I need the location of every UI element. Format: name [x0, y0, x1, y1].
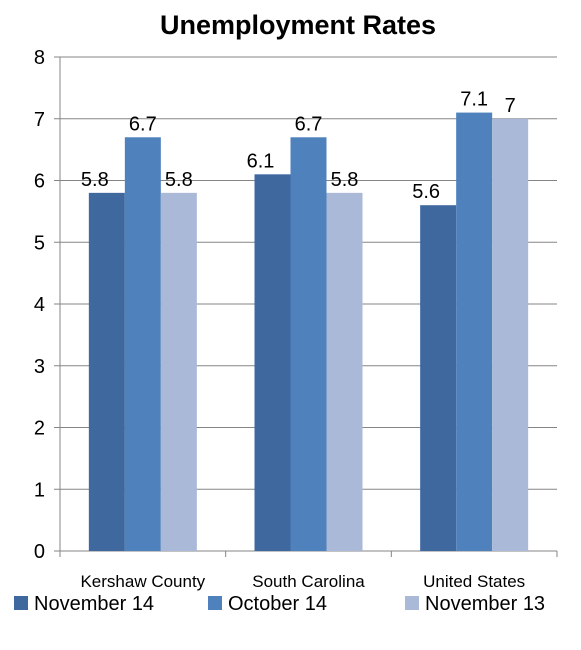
y-tick-label: 1: [34, 479, 45, 501]
y-tick-label: 0: [34, 541, 45, 563]
y-tick-label: 8: [34, 47, 45, 69]
data-label: 6.7: [129, 113, 157, 135]
bar: [160, 192, 197, 551]
data-labels: 5.8 6.7 5.8 6.1 6.7 5.8 5.6 7.1 7: [81, 89, 516, 204]
legend: November 14 October 14 November 13: [14, 593, 545, 615]
legend-swatch: [208, 596, 222, 610]
legend-label: November 14: [34, 593, 154, 615]
bar: [124, 137, 161, 551]
bar: [254, 174, 291, 551]
bar: [290, 137, 327, 551]
legend-label: October 14: [228, 593, 327, 615]
bars: [88, 112, 529, 551]
bar: [88, 192, 125, 551]
data-label: 5.8: [81, 169, 109, 191]
data-label: 7: [505, 95, 516, 117]
x-tick-label: United States: [423, 572, 525, 591]
y-tick-label: 4: [34, 294, 45, 316]
chart-title: Unemployment Rates: [160, 10, 436, 40]
data-label: 6.1: [247, 150, 275, 172]
legend-swatch: [405, 596, 419, 610]
bar: [420, 205, 457, 551]
data-label: 6.7: [295, 113, 323, 135]
data-label: 5.8: [165, 169, 193, 191]
y-tick-label: 2: [34, 418, 45, 440]
bar: [492, 118, 529, 551]
legend-label: November 13: [425, 593, 545, 615]
y-tick-label: 5: [34, 232, 45, 254]
x-tick-label: South Carolina: [252, 572, 365, 591]
y-tick-label: 3: [34, 356, 45, 378]
bar: [326, 192, 363, 551]
legend-swatch: [14, 596, 28, 610]
y-tick-label: 7: [34, 109, 45, 131]
data-label: 5.8: [331, 169, 359, 191]
x-tick-label: Kershaw County: [80, 572, 205, 591]
data-label: 7.1: [460, 89, 488, 111]
y-tick-label: 6: [34, 171, 45, 193]
bar: [456, 112, 493, 551]
data-label: 5.6: [412, 181, 440, 203]
